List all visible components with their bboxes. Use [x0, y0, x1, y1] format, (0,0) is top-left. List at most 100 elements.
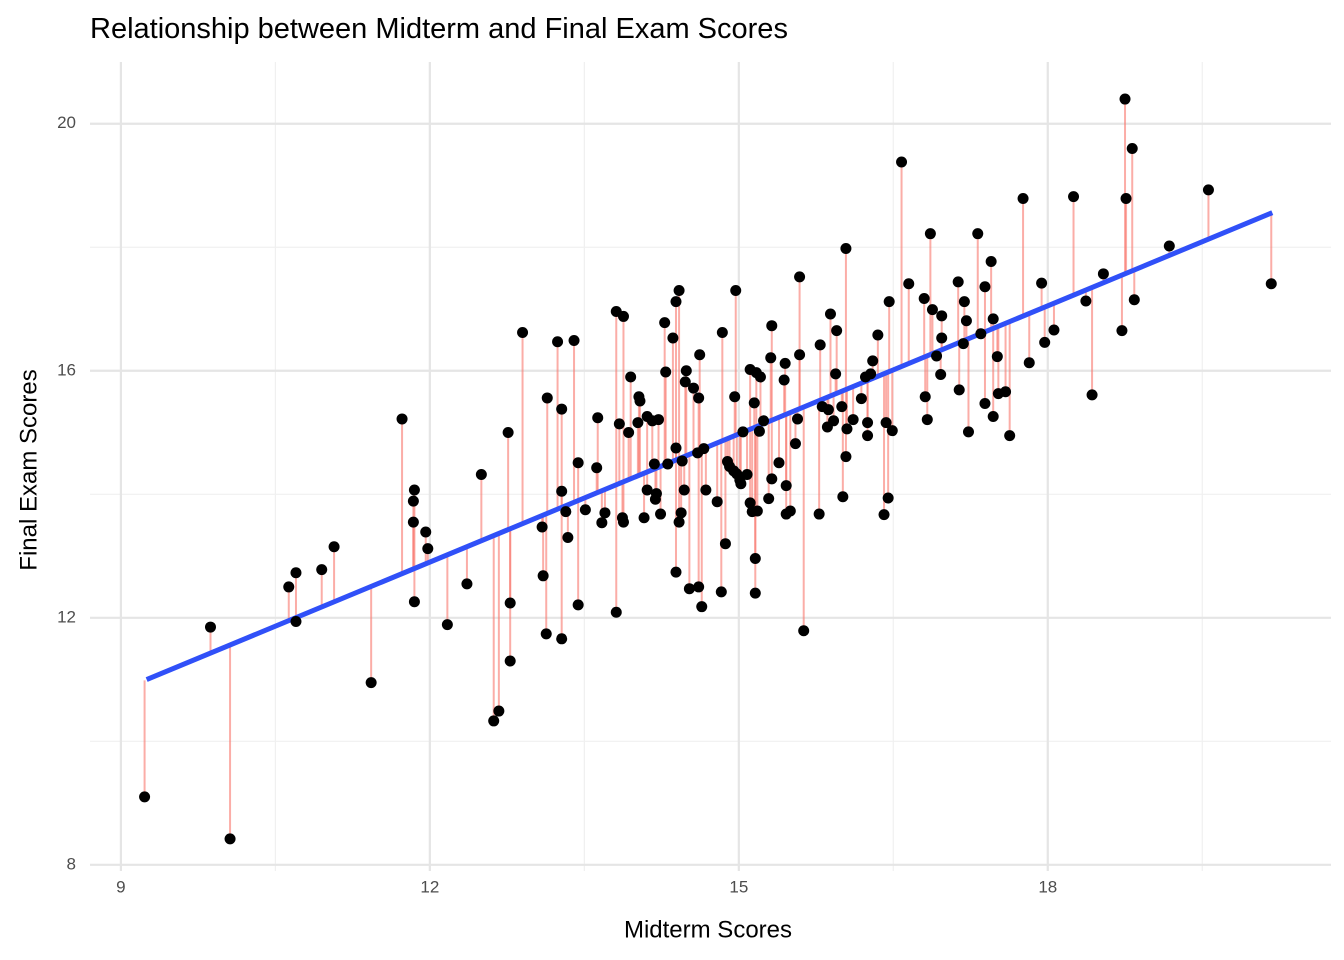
x-tick-label: 18 [1038, 877, 1057, 896]
point [921, 414, 933, 426]
point [504, 655, 516, 667]
point [328, 541, 340, 553]
point [1000, 386, 1012, 398]
point [754, 371, 766, 383]
point [541, 392, 553, 404]
point [1086, 389, 1098, 401]
point [784, 505, 796, 517]
point [953, 384, 965, 396]
point [537, 570, 549, 582]
point [420, 526, 432, 538]
point [735, 478, 747, 490]
point [696, 601, 708, 613]
point [763, 493, 775, 505]
point [886, 425, 898, 437]
point [792, 413, 804, 425]
point [693, 392, 705, 404]
chart-title: Relationship between Midterm and Final E… [90, 13, 788, 45]
point [779, 357, 791, 369]
point [1048, 324, 1060, 336]
point [794, 271, 806, 283]
point [960, 315, 972, 327]
point [991, 351, 1003, 363]
point [693, 581, 705, 593]
point [924, 228, 936, 240]
point [556, 485, 568, 497]
point [1004, 430, 1016, 442]
point [610, 606, 622, 618]
point [591, 462, 603, 474]
point [648, 458, 660, 470]
point [952, 276, 964, 288]
point [789, 438, 801, 450]
x-tick-label: 15 [729, 877, 748, 896]
point [975, 328, 987, 340]
point [493, 705, 505, 717]
point [741, 469, 753, 481]
point [1116, 325, 1128, 337]
point [290, 567, 302, 579]
point [596, 517, 608, 529]
point [958, 296, 970, 308]
point [987, 410, 999, 422]
point [556, 633, 568, 645]
point [840, 243, 852, 255]
point [556, 403, 568, 415]
point [919, 391, 931, 403]
point [365, 677, 377, 689]
point [748, 397, 760, 409]
point [572, 599, 584, 611]
point [766, 320, 778, 332]
point [837, 491, 849, 503]
point [1265, 278, 1277, 290]
point [711, 496, 723, 508]
point [882, 492, 894, 504]
point [766, 473, 778, 485]
point [655, 508, 667, 520]
point [1126, 142, 1138, 154]
y-tick-label: 12 [57, 607, 76, 626]
point [396, 413, 408, 425]
point [985, 255, 997, 267]
point [749, 587, 761, 599]
y-tick-label: 20 [57, 113, 76, 132]
point [660, 366, 672, 378]
point [675, 507, 687, 519]
point [659, 317, 671, 329]
point [972, 228, 984, 240]
point [830, 368, 842, 380]
point [441, 619, 453, 631]
point [316, 564, 328, 576]
point [504, 597, 516, 609]
point [670, 296, 682, 308]
point [617, 310, 629, 322]
point [729, 391, 741, 403]
point [773, 457, 785, 469]
point [599, 507, 611, 519]
point [502, 427, 514, 439]
point [579, 504, 591, 516]
point [592, 412, 604, 424]
point [765, 352, 777, 364]
point [536, 521, 548, 533]
point [828, 415, 840, 427]
point [836, 401, 848, 413]
point [896, 156, 908, 168]
point [751, 505, 763, 517]
point [224, 833, 236, 845]
point [865, 368, 877, 380]
point [780, 480, 792, 492]
point [568, 335, 580, 347]
point [918, 293, 930, 305]
point [1036, 277, 1048, 289]
point [987, 313, 999, 325]
point [678, 484, 690, 496]
x-tick-label: 12 [420, 877, 439, 896]
point [1039, 336, 1051, 348]
point [676, 455, 688, 467]
point [475, 469, 487, 481]
point [700, 484, 712, 496]
point [1128, 294, 1140, 306]
point [680, 365, 692, 377]
